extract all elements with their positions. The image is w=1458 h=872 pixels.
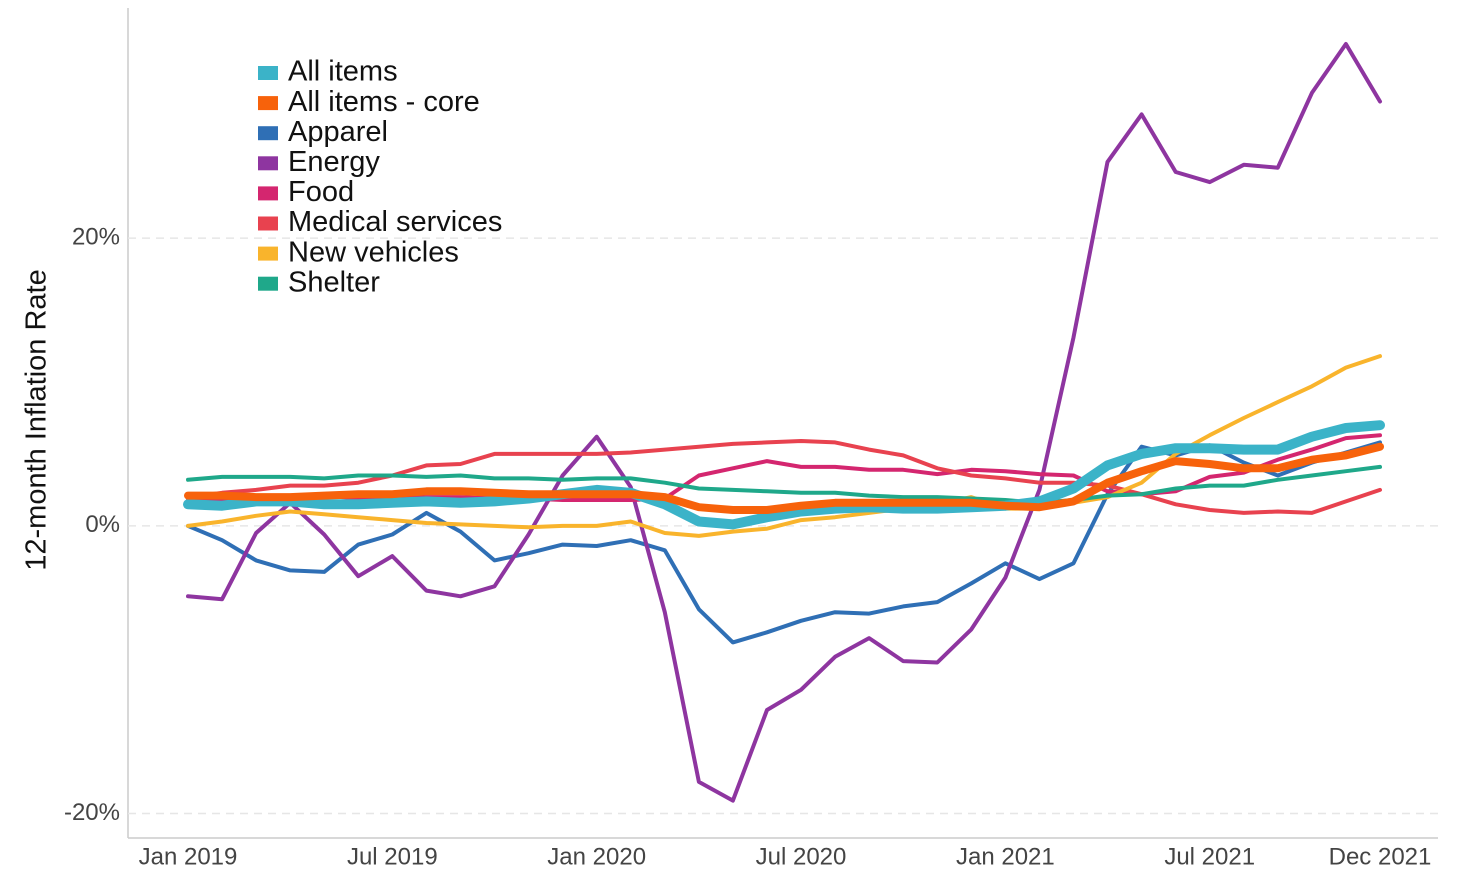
series-line [183, 420, 1385, 530]
legend-label: Energy [288, 146, 380, 178]
legend-swatch [258, 276, 278, 291]
legend-label: Apparel [288, 116, 388, 148]
y-axis-label: 12-month Inflation Rate [21, 269, 53, 570]
y-tick-label: -20% [64, 799, 120, 826]
legend-swatch [258, 66, 278, 80]
series-line [186, 464, 1382, 505]
legend-label: New vehicles [288, 236, 459, 268]
legend-label: All items [288, 56, 398, 88]
series-line [186, 42, 1382, 803]
x-tick-label: Jul 2019 [347, 843, 438, 870]
y-tick-label: 20% [72, 223, 120, 250]
x-tick-label: Jan 2020 [547, 843, 646, 870]
legend-swatch [258, 186, 278, 201]
legend-label: All items - core [288, 86, 480, 118]
x-tick-label: Dec 2021 [1329, 843, 1432, 870]
x-tick-label: Jul 2021 [1164, 843, 1255, 870]
legend-swatch [258, 126, 278, 141]
x-tick-label: Jan 2019 [139, 843, 238, 870]
legend-label: Food [288, 176, 354, 208]
series-line [184, 442, 1384, 514]
legend-label: Medical services [288, 206, 502, 238]
legend-swatch [258, 96, 278, 111]
legend-swatch [258, 246, 278, 261]
legend-swatch [258, 156, 278, 171]
x-tick-label: Jul 2020 [756, 843, 847, 870]
legend-label: Shelter [288, 266, 380, 298]
series-line [186, 440, 1382, 645]
y-tick-label: 0% [85, 511, 120, 538]
x-tick-label: Jan 2021 [956, 843, 1055, 870]
legend-swatch [258, 216, 278, 231]
